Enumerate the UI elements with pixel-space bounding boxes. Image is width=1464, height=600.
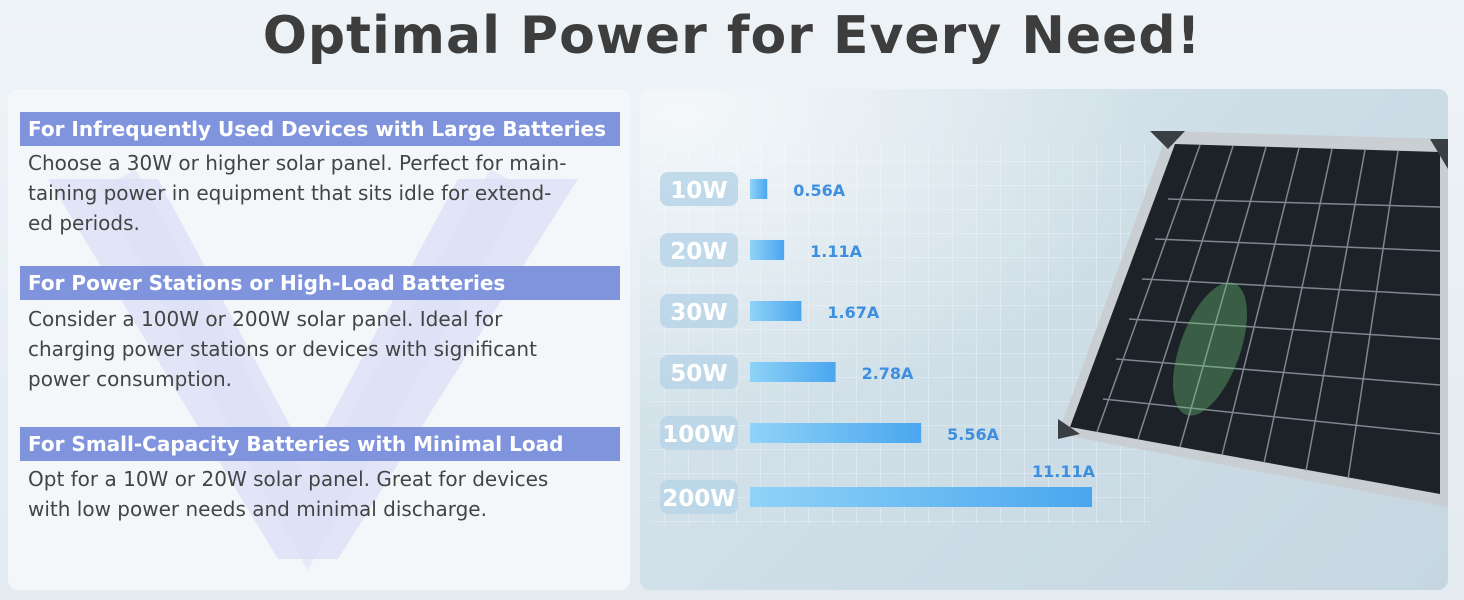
bar-100w xyxy=(750,423,922,443)
recommendations-card: For Infrequently Used Devices with Large… xyxy=(8,89,630,590)
bar-50w xyxy=(750,362,836,382)
section-heading-large-batteries: For Infrequently Used Devices with Large… xyxy=(20,112,620,146)
power-chart-card: 10W 0.56A 20W 1.11A 30W 1.67A 50W 2.78A 100W 5.56… xyxy=(640,89,1448,590)
value-label: 0.56A xyxy=(793,181,845,200)
category-pill xyxy=(660,172,738,206)
value-label: 5.56A xyxy=(947,425,999,444)
category-pill xyxy=(660,355,738,389)
bar-chart: 10W 0.56A 20W 1.11A 30W 1.67A 50W 2.78A 100W 5.56… xyxy=(660,172,1096,514)
bar-10w xyxy=(750,179,768,199)
category-pill xyxy=(660,416,738,450)
bar-20w xyxy=(750,240,785,260)
category-label: 20W xyxy=(670,239,727,265)
category-label: 10W xyxy=(670,178,727,204)
value-label: 1.11A xyxy=(810,242,862,261)
page-title: Optimal Power for Every Need! xyxy=(262,6,1202,66)
category-pill xyxy=(660,233,738,267)
section-heading-power-stations: For Power Stations or High-Load Batterie… xyxy=(20,266,620,300)
section-text-large-batteries: Choose a 30W or higher solar panel. Perf… xyxy=(28,151,567,235)
category-label: 30W xyxy=(670,300,727,326)
value-label: 2.78A xyxy=(862,364,914,383)
category-label: 100W xyxy=(662,422,735,448)
solar-panel-image xyxy=(1058,131,1448,507)
section-heading-small-capacity: For Small-Capacity Batteries with Minima… xyxy=(20,427,620,461)
section-text-power-stations: Consider a 100W or 200W solar panel. Ide… xyxy=(28,307,537,391)
section-text-small-capacity: Opt for a 10W or 20W solar panel. Great … xyxy=(28,467,549,521)
value-label: 11.11A xyxy=(1032,462,1096,481)
bar-30w xyxy=(750,301,802,321)
category-pill xyxy=(660,480,738,514)
bar-200w xyxy=(750,487,1092,507)
category-pill xyxy=(660,294,738,328)
category-label: 200W xyxy=(662,486,735,512)
category-label: 50W xyxy=(670,361,727,387)
value-label: 1.67A xyxy=(827,303,879,322)
